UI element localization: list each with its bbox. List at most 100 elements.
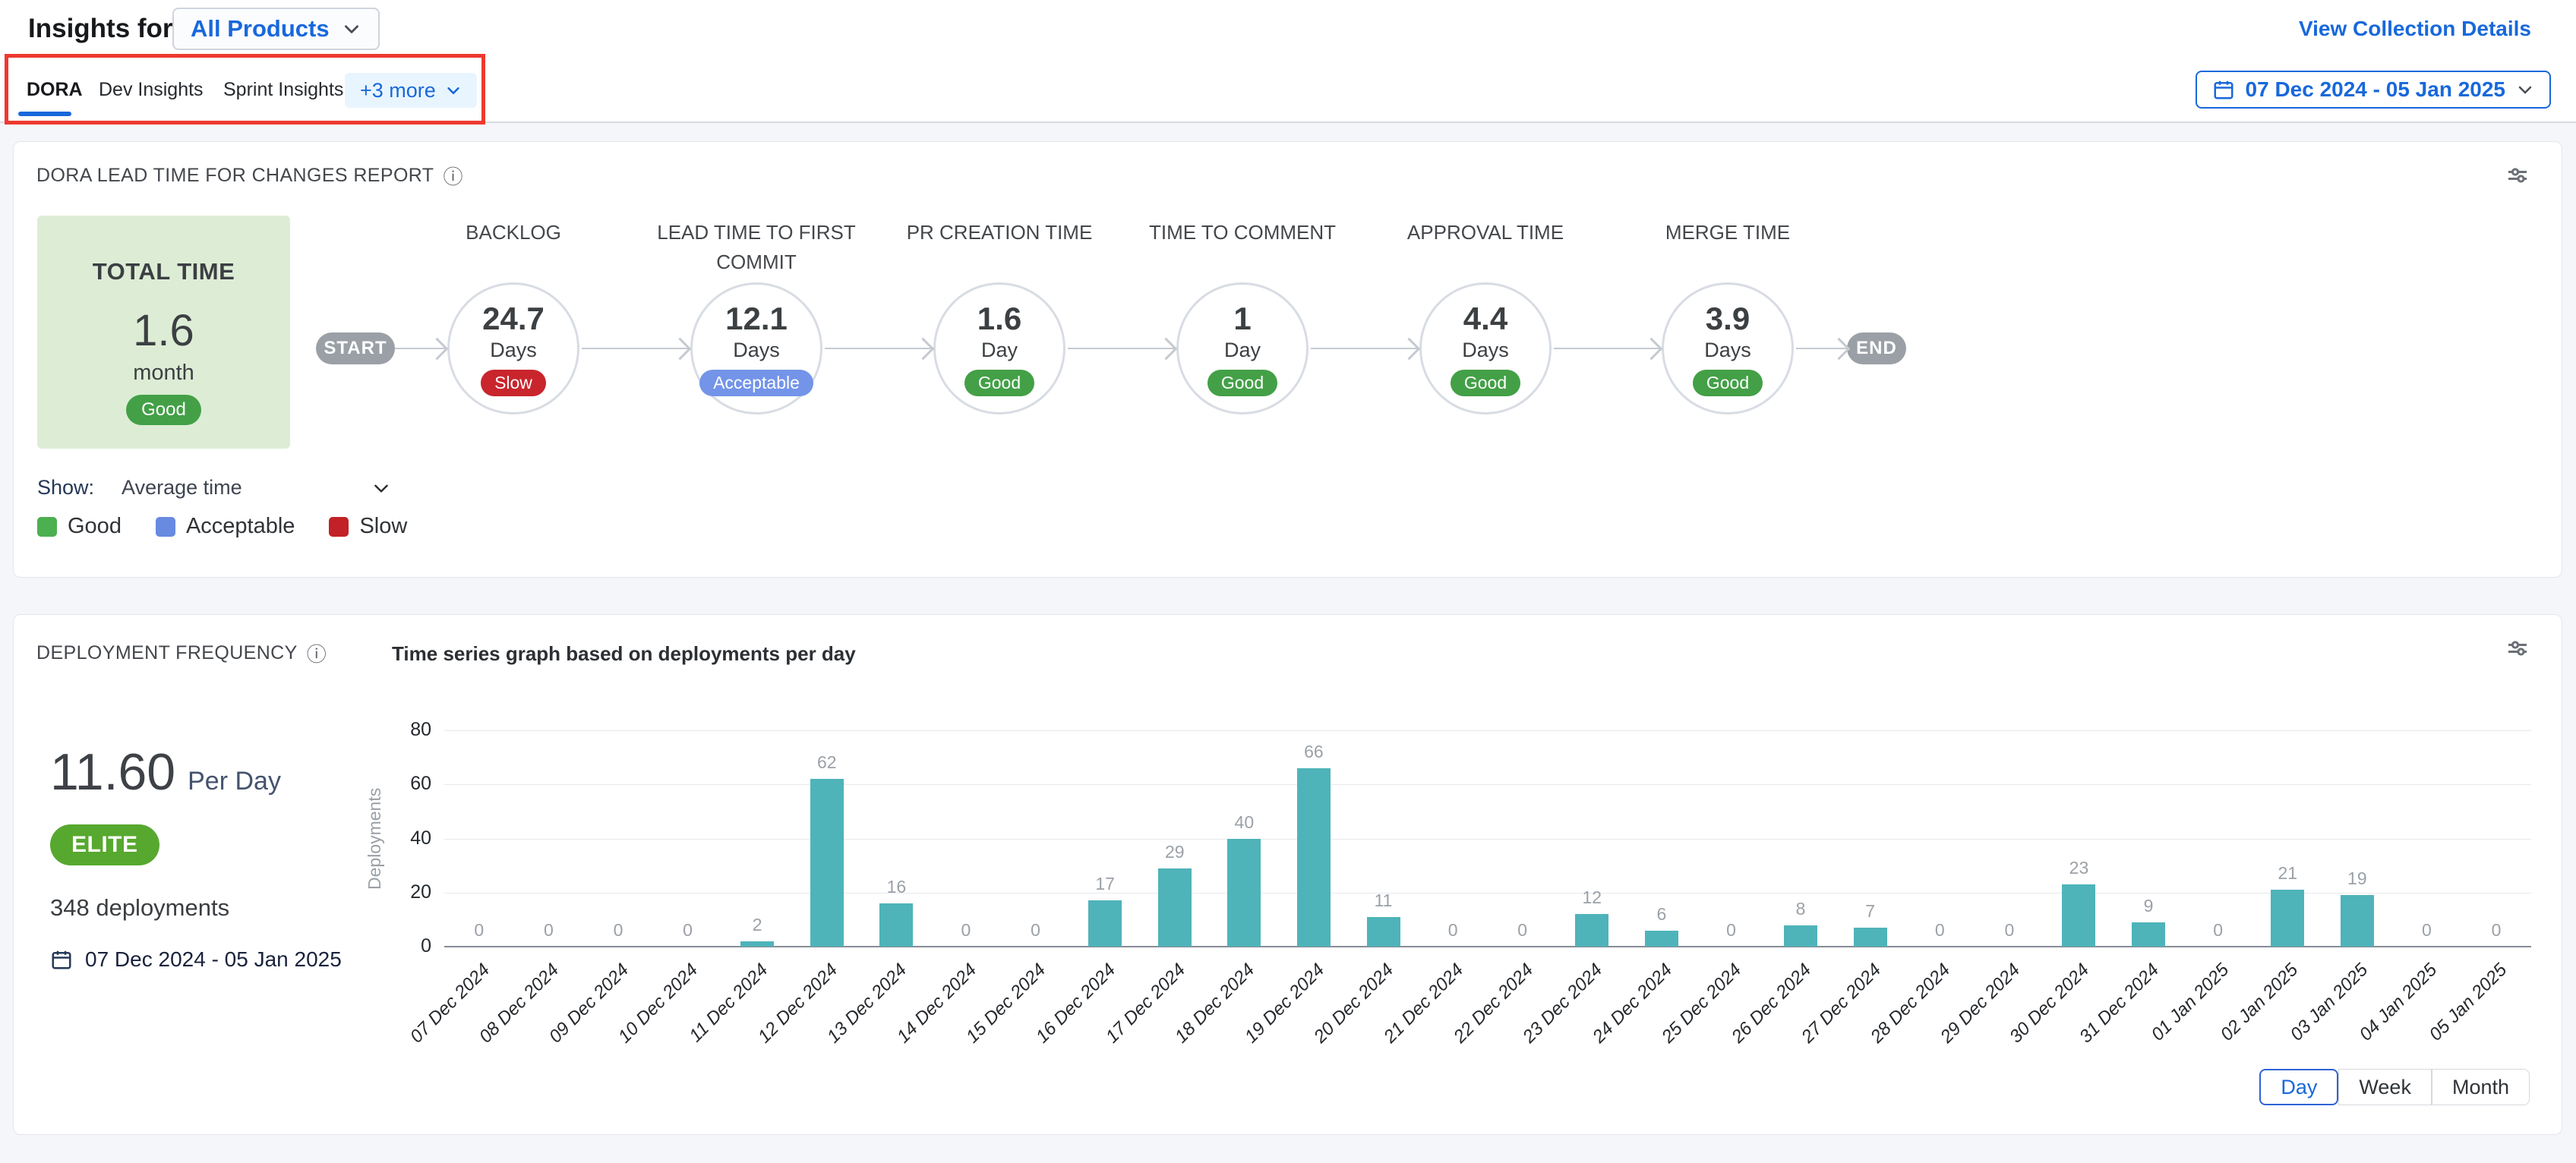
deployment-bar[interactable] — [1853, 928, 1887, 947]
deployment-bar[interactable] — [2271, 890, 2305, 947]
bar-slot: 0 04 Jan 2025 — [2356, 730, 2462, 1045]
deployment-bar[interactable] — [810, 779, 844, 947]
bar-slot: 8 26 Dec 2024 — [1728, 730, 1836, 1047]
bar-slot: 17 16 Dec 2024 — [1032, 730, 1140, 1047]
bar-slot: 0 05 Jan 2025 — [2426, 730, 2531, 1045]
date-range-picker[interactable]: 07 Dec 2024 - 05 Jan 2025 — [2195, 71, 2551, 109]
bar-slot: 0 22 Dec 2024 — [1449, 730, 1558, 1047]
bar-slot: 23 30 Dec 2024 — [2006, 730, 2114, 1047]
deployment-bar[interactable] — [879, 903, 914, 947]
gridline — [444, 784, 2531, 786]
bar-slot: 40 18 Dec 2024 — [1171, 730, 1280, 1047]
stage-status-badge: Good — [1207, 370, 1278, 396]
legend-item-acceptable: Acceptable — [155, 514, 295, 539]
view-collection-details-link[interactable]: View Collection Details — [2298, 17, 2531, 40]
deployment-bar[interactable] — [1575, 914, 1609, 947]
flow-arrow — [1311, 348, 1417, 349]
deployment-bar[interactable] — [1088, 900, 1122, 947]
calendar-icon — [52, 950, 71, 969]
stage-circle: 3.9 Days Good — [1662, 282, 1794, 414]
deployment-bar[interactable] — [1644, 930, 1678, 947]
end-pill: END — [1847, 333, 1906, 364]
info-icon[interactable]: ⓘ — [443, 165, 463, 188]
chart-settings-icon[interactable] — [2504, 162, 2531, 189]
bar-value-label: 62 — [816, 752, 837, 773]
bar-value-label: 0 — [2422, 920, 2432, 940]
deployment-rate: 11.60 Per Day — [50, 742, 281, 802]
granularity-toggle: Day Week Month — [2259, 1069, 2530, 1105]
stage-value: 3.9 — [1705, 301, 1750, 336]
granularity-day-button[interactable]: Day — [2259, 1069, 2339, 1105]
stage-circle: 4.4 Days Good — [1419, 282, 1552, 414]
deployments-bar-chart: 0 07 Dec 2024 0 08 Dec 2024 0 09 Dec 2024 0 10 … — [406, 730, 2531, 1047]
bar-value-label: 40 — [1234, 812, 1255, 832]
bar-value-label: 23 — [2069, 858, 2089, 878]
deployment-bar[interactable] — [1366, 916, 1400, 947]
deployment-bar[interactable] — [1157, 868, 1192, 947]
bar-value-label: 0 — [2213, 920, 2224, 940]
deployment-bar[interactable] — [2132, 922, 2166, 947]
bar-value-label: 0 — [1726, 920, 1736, 940]
product-selector-dropdown[interactable]: All Products — [172, 8, 380, 50]
show-value: Average time — [122, 476, 242, 499]
flow-arrow — [395, 348, 445, 349]
y-tick-label: 0 — [421, 935, 431, 957]
show-metric-dropdown[interactable]: Show: Average time — [37, 476, 391, 500]
legend-swatch — [155, 516, 175, 537]
status-legend: Good Acceptable Slow — [37, 514, 407, 539]
stage-unit: Day — [980, 339, 1018, 361]
bar-slot: 0 14 Dec 2024 — [893, 730, 1001, 1047]
bar-slot: 0 25 Dec 2024 — [1658, 730, 1766, 1047]
tab-sprint-insights[interactable]: Sprint Insights — [223, 79, 344, 100]
bar-slot: 0 10 Dec 2024 — [614, 730, 723, 1047]
deployment-rate-unit: Per Day — [188, 767, 281, 796]
gridline — [444, 892, 2531, 894]
y-tick-label: 80 — [410, 719, 431, 740]
bar-slot: 19 03 Jan 2025 — [2286, 730, 2392, 1045]
deployment-bar[interactable] — [2340, 895, 2374, 947]
bars-container: 0 07 Dec 2024 0 08 Dec 2024 0 09 Dec 2024 0 10 … — [406, 730, 2531, 1047]
bar-value-label: 19 — [2347, 868, 2367, 889]
deployment-frequency-card: DEPLOYMENT FREQUENCY ⓘ Time series graph… — [13, 614, 2562, 1135]
bar-value-label: 8 — [1795, 898, 1806, 919]
stage-status-badge: Acceptable — [699, 370, 813, 396]
bar-slot: 0 07 Dec 2024 — [406, 730, 514, 1047]
deployment-bar[interactable] — [1296, 767, 1331, 947]
deployment-title: DEPLOYMENT FREQUENCY — [36, 642, 298, 663]
bar-value-label: 0 — [961, 920, 971, 940]
bar-slot: 6 24 Dec 2024 — [1589, 730, 1697, 1047]
active-tab-underline — [18, 112, 71, 116]
granularity-week-button[interactable]: Week — [2338, 1069, 2432, 1105]
bar-slot: 0 28 Dec 2024 — [1867, 730, 1975, 1047]
stage-unit: Days — [1462, 339, 1509, 361]
stage-label: APPROVAL TIME — [1406, 221, 1564, 244]
chart-settings-icon[interactable] — [2504, 635, 2531, 662]
deployment-bar[interactable] — [740, 941, 775, 947]
info-icon[interactable]: ⓘ — [306, 643, 327, 666]
bar-slot: 7 27 Dec 2024 — [1797, 730, 1905, 1047]
total-time-card: TOTAL TIME 1.6 month Good — [37, 216, 290, 449]
bar-slot: 12 23 Dec 2024 — [1519, 730, 1627, 1047]
page-header: Insights for All Products View Collectio… — [0, 0, 2576, 124]
legend-swatch — [329, 516, 349, 537]
stage-status-badge: Slow — [481, 370, 546, 396]
granularity-month-button[interactable]: Month — [2431, 1069, 2530, 1105]
more-tabs-button[interactable]: +3 more — [345, 73, 477, 108]
deployment-bar[interactable] — [2062, 884, 2096, 947]
deployment-bar[interactable] — [1784, 925, 1818, 947]
stage-value: 12.1 — [725, 301, 788, 336]
stage-unit: Days — [1704, 339, 1751, 361]
bar-slot: 9 31 Dec 2024 — [2076, 730, 2183, 1047]
chevron-down-icon — [2518, 86, 2532, 94]
tab-dora[interactable]: DORA — [27, 79, 83, 100]
flow-arrow — [582, 348, 688, 349]
deployment-bar[interactable] — [1227, 838, 1261, 947]
tab-dev-insights[interactable]: Dev Insights — [99, 79, 204, 100]
total-time-unit: month — [133, 361, 194, 385]
gridline — [444, 838, 2531, 840]
stage-unit: Days — [490, 339, 537, 361]
bar-value-label: 12 — [1582, 887, 1602, 908]
bar-slot: 0 21 Dec 2024 — [1380, 730, 1488, 1047]
total-time-value: 1.6 — [133, 306, 194, 355]
